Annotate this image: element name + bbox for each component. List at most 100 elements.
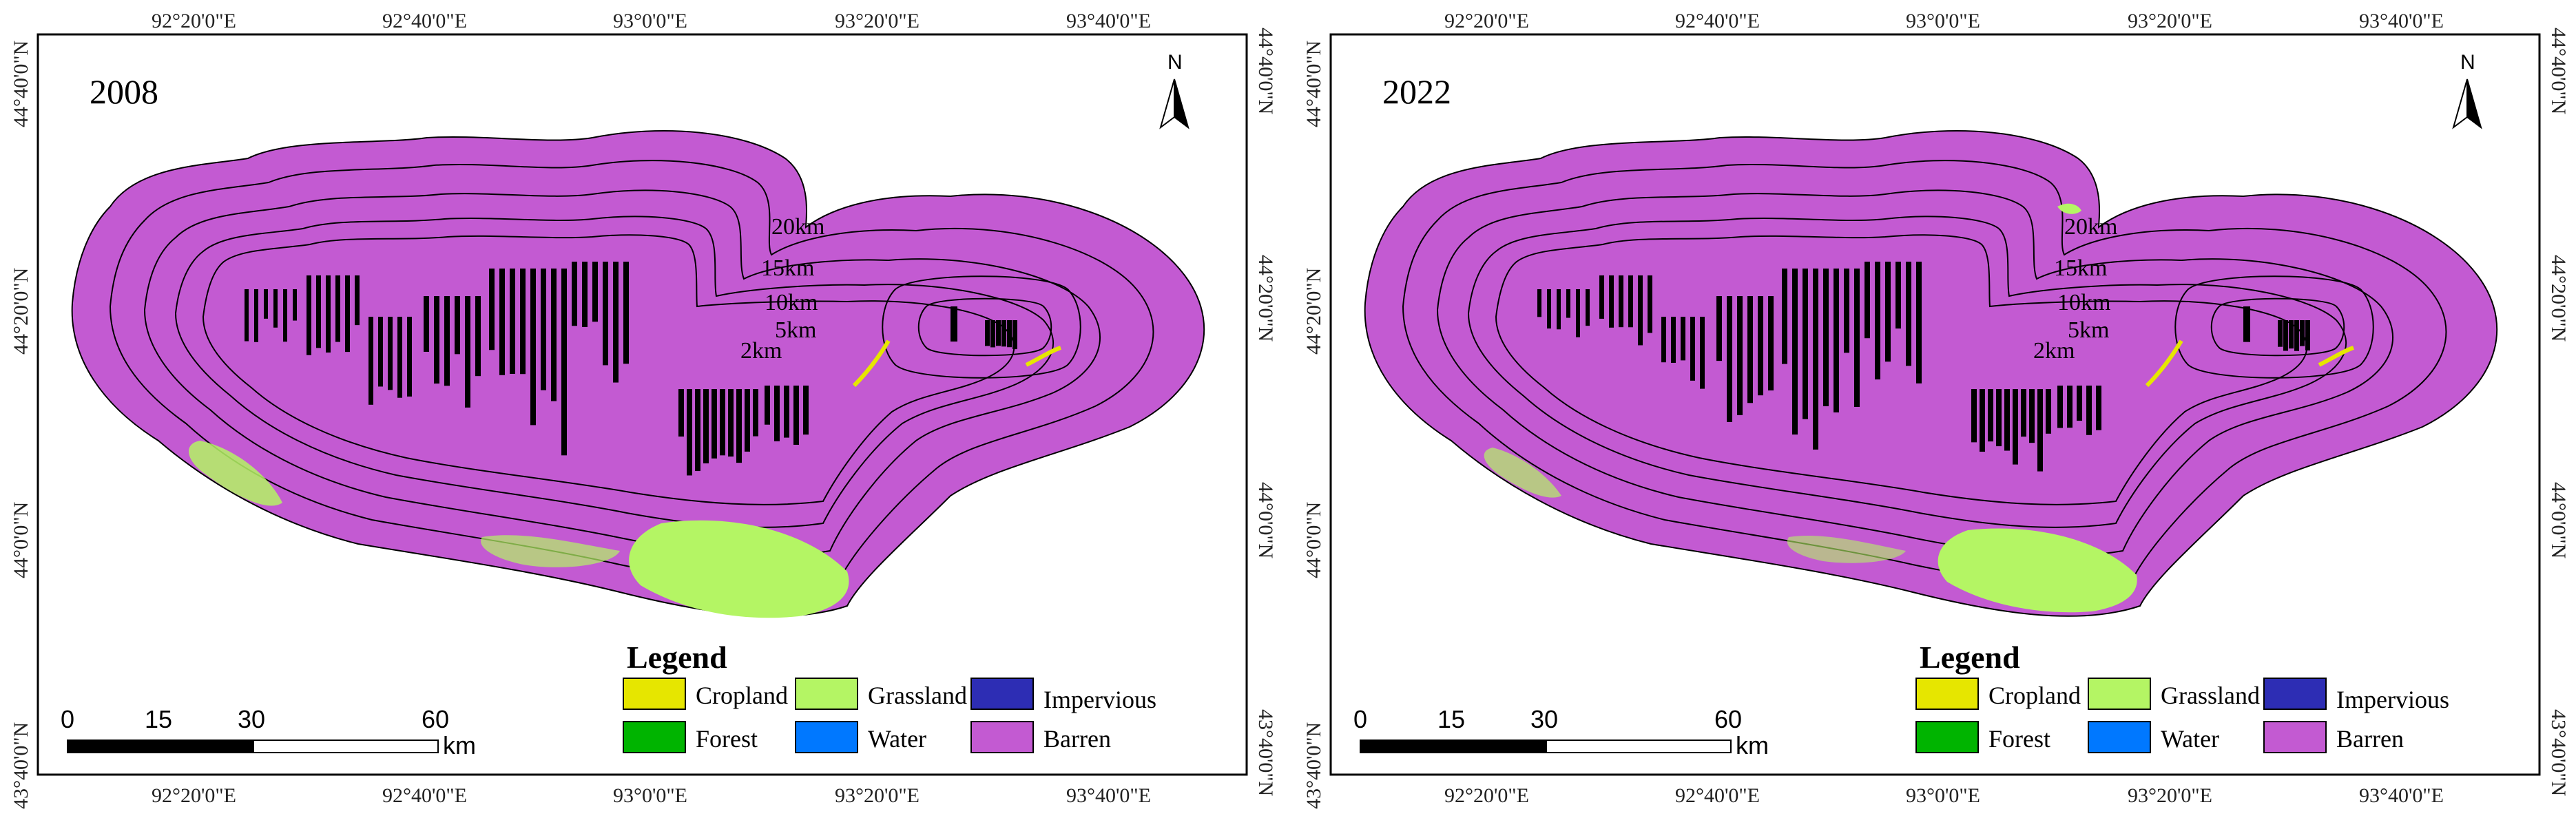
buffer-label-group: 20km 15km 10km 5km 2km	[740, 214, 824, 364]
facility-block	[951, 306, 957, 342]
facility-block	[2057, 386, 2063, 428]
facility-block	[444, 296, 450, 386]
legend: Legend Cropland Grassland Impervious For…	[623, 640, 1156, 753]
facility-block	[745, 389, 750, 452]
legend-swatch-water	[795, 721, 858, 753]
tick-top-1: 92°40'0"E	[382, 10, 467, 32]
tick-top-2: 93°0'0"E	[613, 10, 687, 32]
facility-block	[1619, 275, 1623, 328]
facility-block	[397, 317, 402, 398]
scale-label-60: 60	[1714, 705, 1742, 733]
facility-block	[1671, 317, 1676, 363]
facility-block	[1576, 289, 1580, 337]
facility-block	[2305, 320, 2310, 350]
scale-label-30: 30	[1530, 705, 1558, 733]
cropland-strip-east	[2318, 346, 2355, 367]
facility-block	[711, 389, 717, 459]
legend-swatch-barren	[2263, 721, 2327, 753]
legend-swatch-impervious	[970, 678, 1034, 710]
buffer-east-inner	[882, 275, 1081, 379]
facility-block	[2294, 320, 2299, 351]
grassland-patch-speckle	[1787, 536, 1906, 563]
buffer-label-15km: 15km	[2054, 255, 2107, 281]
facility-block	[499, 269, 505, 375]
legend-label-impervious: Impervious	[2336, 686, 2449, 713]
legend-label-grassland: Grassland	[868, 682, 967, 709]
facility-block	[1885, 262, 1891, 362]
facility-block	[1988, 389, 1993, 442]
facility-block	[1638, 275, 1643, 346]
facility-block	[1813, 269, 1818, 450]
facility-block	[2013, 389, 2018, 465]
facility-block	[1916, 262, 1922, 384]
facility-block	[1844, 269, 1849, 353]
facility-block	[1996, 389, 2002, 447]
grassland-patch-north	[2057, 203, 2081, 214]
facility-block	[1586, 289, 1590, 326]
tick-left-2: 44°0'0"N	[10, 502, 32, 578]
facility-block	[720, 389, 725, 456]
tick-left-2: 44°0'0"N	[1302, 502, 1325, 578]
buffer-label-2km: 2km	[740, 338, 782, 364]
scale-label-15: 15	[145, 705, 172, 733]
tick-top-2: 93°0'0"E	[1906, 10, 1980, 32]
facility-block	[561, 269, 567, 456]
tick-top-3: 93°20'0"E	[835, 10, 920, 32]
legend-swatch-impervious	[2263, 678, 2327, 710]
facility-block	[1737, 296, 1743, 415]
facility-block	[765, 386, 770, 425]
legend-title: Legend	[627, 640, 727, 675]
grassland-patch-southwest	[188, 441, 282, 506]
map-panel-2022: 20km 15km 10km 5km 2km 2022 N Legend Cro…	[1302, 10, 2570, 809]
cropland-strip	[852, 339, 891, 388]
facility-block	[1747, 296, 1753, 403]
facility-block	[1980, 389, 1985, 452]
facility-block	[2086, 386, 2092, 435]
buffer-label-10km: 10km	[2057, 290, 2110, 315]
tick-bottom-3: 93°20'0"E	[835, 784, 920, 807]
tick-left-0: 44°40'0"N	[10, 41, 32, 127]
facility-block	[455, 296, 460, 355]
scale-segment-black	[1360, 740, 1547, 753]
tick-left-0: 44°40'0"N	[1302, 41, 1325, 127]
facility-block	[2046, 389, 2051, 434]
legend: Legend Cropland Grassland Impervious For…	[1915, 640, 2449, 753]
facility-block	[695, 389, 700, 472]
scale-segment-white	[253, 740, 439, 753]
facility-block	[1681, 317, 1685, 361]
scale-label-30: 30	[238, 705, 265, 733]
legend-label-grassland: Grassland	[2161, 682, 2260, 709]
facility-block	[254, 289, 258, 342]
legend-label-water: Water	[2161, 725, 2219, 753]
facility-block	[283, 289, 287, 342]
facility-block	[1609, 275, 1614, 328]
scale-bar: 0 15 30 60 km	[1353, 705, 1769, 759]
facility-block	[2300, 320, 2305, 346]
facility-block	[803, 386, 809, 435]
facility-block	[2067, 386, 2073, 428]
facility-block	[530, 269, 536, 426]
graticule-ticks: 92°20'0"E 92°40'0"E 93°0'0"E 93°20'0"E 9…	[1302, 10, 2570, 809]
scale-segment-black	[67, 740, 254, 753]
legend-swatch-water	[2088, 721, 2151, 753]
legend-label-cropland: Cropland	[696, 682, 788, 709]
facility-block	[687, 389, 692, 476]
facility-block	[273, 289, 278, 328]
facility-block	[326, 275, 331, 353]
facility-block	[465, 296, 470, 408]
facility-block	[1537, 289, 1541, 317]
facility-block	[293, 289, 297, 321]
facility-block	[2004, 389, 2010, 451]
facility-block	[1716, 296, 1722, 361]
tick-bottom-0: 92°20'0"E	[152, 784, 236, 807]
map-panel-2008: 20km 15km 10km 5km 2km 2008 N Legend Cro…	[10, 10, 1277, 809]
tick-top-3: 93°20'0"E	[2128, 10, 2212, 32]
facility-block	[2278, 320, 2283, 347]
facility-block	[1012, 320, 1017, 350]
facility-block	[784, 386, 789, 438]
facility-block	[1792, 269, 1798, 435]
legend-swatch-cropland	[623, 678, 686, 710]
tick-left-1: 44°20'0"N	[1302, 268, 1325, 355]
buffer-label-20km: 20km	[2064, 214, 2117, 240]
